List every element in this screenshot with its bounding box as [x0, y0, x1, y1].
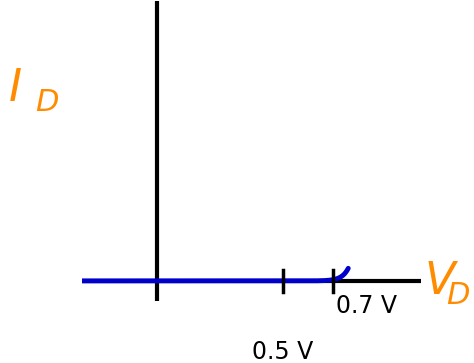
Text: $D$: $D$: [35, 88, 59, 117]
Text: $V$: $V$: [424, 260, 459, 303]
Text: $D$: $D$: [447, 281, 471, 310]
Text: 0.5 V: 0.5 V: [252, 340, 314, 363]
Text: $I$: $I$: [8, 68, 22, 110]
Text: 0.7 V: 0.7 V: [336, 294, 397, 318]
